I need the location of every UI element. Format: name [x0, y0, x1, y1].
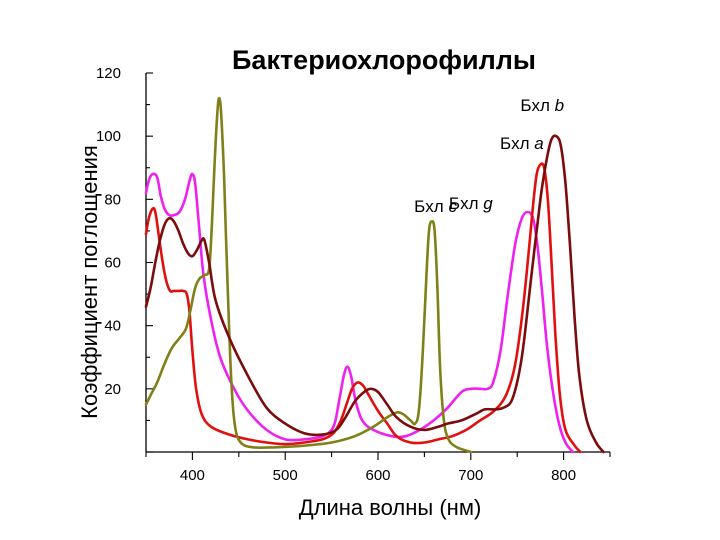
- x-tick-label: 700: [458, 467, 483, 484]
- x-tick-label: 400: [180, 467, 205, 484]
- chart-title: Бактериохлорофиллы: [232, 45, 536, 75]
- x-axis: 400 500 600 700 800: [145, 451, 611, 484]
- series-line-a: [144, 162, 582, 454]
- series-line-b: [144, 134, 605, 454]
- y-tick-label: 100: [96, 128, 121, 145]
- y-tick-label: 40: [104, 318, 121, 335]
- y-tick-label: 120: [96, 65, 121, 82]
- y-tick-label: 20: [104, 381, 121, 398]
- series-line-c: [144, 96, 473, 454]
- series-label-b: Бхл b: [520, 96, 564, 115]
- x-tick-label: 600: [365, 467, 390, 484]
- y-axis: 20 40 60 80 100 120: [96, 65, 153, 453]
- x-tick-label: 800: [551, 467, 576, 484]
- series-line-g: [144, 172, 575, 454]
- x-axis-label: Длина волны (нм): [299, 495, 482, 520]
- series-group: [144, 96, 605, 454]
- y-tick-label: 60: [104, 255, 121, 272]
- series-label-c: Бхл c: [414, 197, 457, 216]
- y-axis-label: Коэффициент поглощения: [77, 145, 102, 419]
- series-label-a: Бхл a: [500, 134, 544, 153]
- y-tick-label: 80: [104, 191, 121, 208]
- series-label-g: Бхл g: [449, 194, 493, 213]
- x-tick-label: 500: [273, 467, 298, 484]
